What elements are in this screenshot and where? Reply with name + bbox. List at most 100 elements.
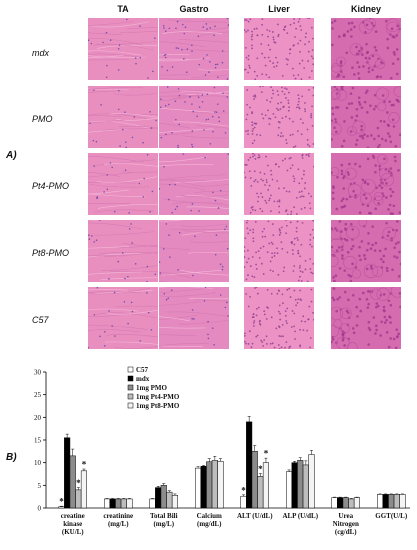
histology-image-ta-pt4-pmo [88, 153, 158, 215]
histology-image-liver-pt4-pmo [244, 153, 314, 215]
y-tick-label: 5 [38, 482, 42, 490]
x-category-label: (KU/L) [62, 528, 84, 536]
bar-1mg-pt8-pmo-0 [80, 470, 88, 509]
x-category-label: GGT(U/L) [375, 512, 408, 520]
bar-1mg-pt4-pmo-0 [75, 489, 82, 509]
histology-image-kidney-pt4-pmo [331, 153, 401, 215]
legend-label: 1mg Pt4-PMO [136, 393, 180, 401]
x-category-label: ALP (U/dL) [282, 512, 318, 520]
bar-1mg-pmo-3 [206, 461, 213, 509]
histology-image-gastro-pt8-pmo [159, 220, 229, 282]
row-label-pt4-pmo: Pt4-PMO [32, 181, 70, 191]
x-category-label: kinase [63, 520, 82, 528]
bar-1mg-pt8-pmo-5 [308, 454, 315, 509]
bar-mdx-3 [200, 466, 207, 509]
x-category-label: creatinine [103, 512, 133, 520]
legend-swatch [127, 366, 134, 373]
histology-image-ta-mdx [88, 18, 158, 80]
histology-image-gastro-c57 [159, 287, 229, 349]
bar-1mg-pmo-1 [115, 498, 122, 509]
bar-1mg-pmo-7 [388, 494, 395, 509]
y-tick-label: 30 [34, 369, 42, 377]
y-tick-label: 0 [38, 505, 42, 513]
legend-swatch [127, 393, 134, 400]
bar-1mg-pmo-2 [160, 485, 167, 509]
histology-image-liver-c57 [244, 287, 314, 349]
legend-swatch [127, 402, 134, 409]
x-category-label: (mg/L) [108, 520, 129, 528]
significance-asterisk: * [59, 497, 64, 507]
significance-asterisk: * [264, 449, 269, 459]
histology-image-ta-c57 [88, 287, 158, 349]
column-header-liver: Liver [268, 4, 290, 14]
x-category-label: Calcium [197, 512, 222, 520]
bar-1mg-pmo-4 [251, 451, 258, 509]
legend-label: 1mg Pt8-PMO [136, 402, 180, 410]
significance-asterisk: * [82, 460, 87, 470]
bar-mdx-2 [155, 487, 162, 509]
legend-swatch [127, 384, 134, 391]
bar-c57-0 [58, 506, 65, 509]
bar-1mg-pt8-pmo-6 [353, 497, 360, 509]
y-tick-label: 10 [34, 459, 42, 467]
bar-c57-6 [331, 497, 338, 509]
bar-mdx-0 [64, 437, 71, 509]
histology-image-gastro-pmo [159, 86, 229, 148]
x-category-label: Total Bili [150, 512, 178, 520]
legend-label: C57 [136, 366, 149, 374]
bar-c57-5 [286, 471, 293, 509]
bar-1mg-pmo-5 [297, 460, 304, 509]
column-header-kidney: Kidney [350, 4, 381, 14]
histology-image-liver-pmo [244, 86, 314, 148]
row-label-pmo: PMO [32, 114, 53, 124]
histology-image-gastro-pt4-pmo [159, 153, 229, 215]
bar-c57-2 [149, 498, 156, 509]
bar-1mg-pt4-pmo-1 [120, 498, 127, 509]
x-category-label: (mg/dL) [197, 520, 222, 528]
bar-mdx-4 [246, 421, 253, 509]
bar-c57-4 [240, 495, 247, 509]
y-tick-label: 25 [34, 391, 42, 399]
x-category-label: Nitrogen [333, 520, 359, 528]
bar-1mg-pt8-pmo-4 [262, 462, 269, 509]
histology-image-kidney-pmo [331, 86, 401, 148]
bar-mdx-5 [291, 462, 298, 509]
bar-1mg-pt8-pmo-2 [171, 495, 178, 509]
histology-image-ta-pmo [88, 86, 158, 148]
bar-1mg-pt8-pmo-7 [399, 494, 406, 509]
bar-mdx-7 [382, 494, 389, 509]
bar-1mg-pt4-pmo-7 [393, 494, 400, 509]
bar-c57-1 [104, 498, 111, 509]
column-header-ta: TA [117, 4, 129, 14]
x-category-label: (mg/L) [153, 520, 174, 528]
bar-1mg-pt8-pmo-1 [126, 498, 133, 509]
bar-mdx-1 [109, 498, 116, 509]
row-label-c57: C57 [32, 315, 49, 325]
panel-b-label: B) [6, 452, 17, 463]
bar-1mg-pmo-0 [69, 455, 76, 509]
row-label-mdx: mdx [32, 48, 50, 58]
legend-swatch [127, 375, 134, 382]
histology-image-ta-pt8-pmo [88, 220, 158, 282]
bar-1mg-pt4-pmo-6 [348, 498, 355, 509]
bar-1mg-pt8-pmo-3 [217, 461, 224, 509]
bar-mdx-6 [337, 497, 344, 509]
histology-image-kidney-pt8-pmo [331, 220, 401, 282]
y-tick-label: 15 [34, 437, 42, 445]
legend-label: mdx [136, 375, 150, 383]
x-category-label: creatine [61, 512, 85, 520]
legend-label: 1mg PMO [136, 384, 167, 392]
x-category-label: ALT (U/dL) [237, 512, 273, 520]
histology-image-gastro-mdx [159, 18, 229, 80]
bar-1mg-pt4-pmo-4 [257, 476, 264, 509]
panel-a-label: A) [6, 150, 17, 161]
bar-c57-3 [195, 467, 202, 509]
row-label-pt8-pmo: Pt8-PMO [32, 248, 70, 258]
x-category-label: Urea [338, 512, 353, 520]
histology-image-kidney-c57 [331, 287, 401, 349]
significance-asterisk: * [241, 485, 246, 495]
column-header-gastro: Gastro [179, 4, 209, 14]
histology-image-liver-mdx [244, 18, 314, 80]
bar-c57-7 [377, 494, 384, 509]
